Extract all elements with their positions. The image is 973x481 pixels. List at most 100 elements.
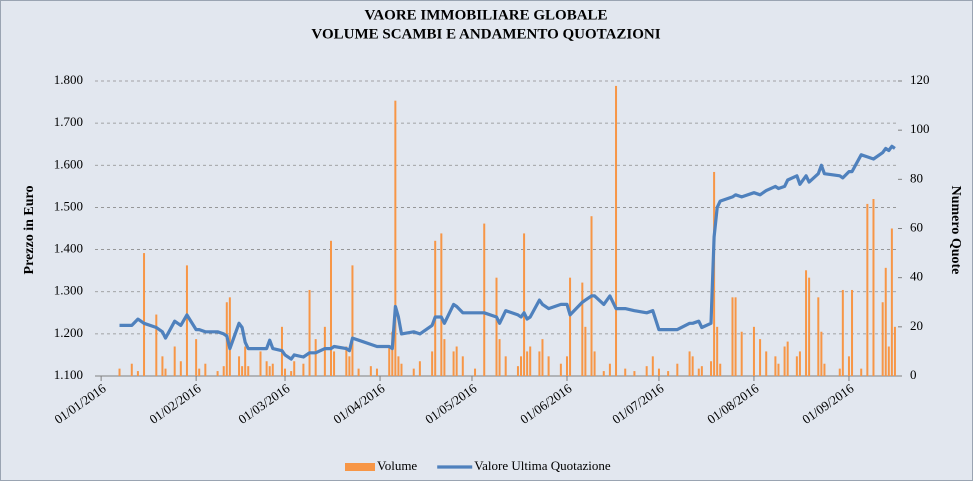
volume-bar bbox=[308, 289, 311, 376]
volume-bar bbox=[271, 363, 274, 376]
volume-bar bbox=[357, 368, 360, 376]
volume-bar bbox=[716, 326, 719, 376]
volume-bar bbox=[345, 346, 348, 376]
volume-bar bbox=[624, 368, 627, 376]
volume-bar bbox=[265, 361, 268, 376]
volume-bar bbox=[164, 368, 167, 376]
volume-bar bbox=[547, 356, 550, 376]
volume-bar bbox=[651, 356, 654, 376]
volume-bar bbox=[130, 363, 133, 376]
volume-bar bbox=[329, 240, 332, 376]
volume-bar bbox=[290, 371, 293, 376]
volume-bar bbox=[838, 368, 841, 376]
volume-bar bbox=[323, 326, 326, 376]
y2-tick-label: 0 bbox=[910, 367, 917, 382]
volume-bar bbox=[602, 371, 605, 376]
volume-bar bbox=[798, 351, 801, 376]
y-tick-label: 1.800 bbox=[54, 72, 83, 87]
volume-bar bbox=[520, 356, 523, 376]
volume-bar bbox=[452, 351, 455, 376]
volume-bar bbox=[443, 339, 446, 376]
volume-bar bbox=[657, 368, 660, 376]
volume-bar bbox=[222, 366, 225, 376]
y-tick-label: 1.500 bbox=[54, 198, 83, 213]
volume-bar bbox=[608, 363, 611, 376]
legend-label: Volume bbox=[377, 458, 417, 473]
volume-bar bbox=[559, 363, 562, 376]
volume-bar bbox=[808, 277, 811, 376]
volume-bar bbox=[676, 363, 679, 376]
volume-bar bbox=[173, 346, 176, 376]
volume-bar bbox=[731, 297, 734, 376]
volume-bar bbox=[884, 267, 887, 376]
volume-bar bbox=[375, 368, 378, 376]
chart-title: VAORE IMMOBILIARE GLOBALE bbox=[364, 7, 607, 23]
volume-bar bbox=[872, 199, 875, 376]
volume-bar bbox=[584, 326, 587, 376]
volume-bar bbox=[700, 366, 703, 376]
volume-bar bbox=[516, 366, 519, 376]
volume-bar bbox=[394, 100, 397, 377]
volume-bar bbox=[504, 356, 507, 376]
volume-bar bbox=[752, 326, 755, 376]
y2-tick-label: 120 bbox=[910, 72, 930, 87]
volume-bar bbox=[581, 282, 584, 376]
volume-bar bbox=[143, 253, 146, 376]
volume-bar bbox=[615, 85, 618, 377]
volume-bar bbox=[688, 351, 691, 376]
volume-bar bbox=[759, 339, 762, 376]
volume-bar bbox=[893, 326, 896, 376]
y-tick-label: 1.200 bbox=[54, 325, 83, 340]
volume-bar bbox=[765, 351, 768, 376]
volume-bar bbox=[155, 314, 158, 376]
volume-bar bbox=[523, 233, 526, 376]
volume-bar bbox=[216, 371, 219, 376]
volume-bar bbox=[498, 339, 501, 376]
volume-bar bbox=[645, 366, 648, 376]
y-tick-label: 1.400 bbox=[54, 241, 83, 256]
volume-bar bbox=[890, 228, 893, 376]
volume-bar bbox=[388, 346, 391, 376]
volume-bar bbox=[805, 270, 808, 376]
volume-bar bbox=[238, 356, 241, 376]
volume-bar bbox=[841, 289, 844, 376]
volume-bar bbox=[241, 366, 244, 376]
y-tick-label: 1.100 bbox=[54, 367, 83, 382]
volume-bar bbox=[633, 371, 636, 376]
volume-bar bbox=[431, 351, 434, 376]
volume-bar bbox=[369, 366, 372, 376]
volume-bar bbox=[455, 346, 458, 376]
volume-bar bbox=[198, 368, 201, 376]
volume-bar bbox=[795, 356, 798, 376]
volume-bar bbox=[719, 363, 722, 376]
volume-bar bbox=[866, 203, 869, 376]
volume-bar bbox=[847, 356, 850, 376]
volume-bar bbox=[538, 351, 541, 376]
volume-bar bbox=[667, 371, 670, 376]
volume-bar bbox=[691, 356, 694, 376]
volume-bar bbox=[860, 368, 863, 376]
volume-bar bbox=[259, 351, 262, 376]
volume-bar bbox=[333, 351, 336, 376]
volume-bar bbox=[228, 297, 231, 376]
y2-axis-title: Numero Quote bbox=[948, 186, 963, 275]
price-line bbox=[119, 144, 896, 361]
y2-tick-label: 80 bbox=[910, 170, 923, 185]
volume-bar bbox=[434, 240, 437, 376]
volume-bar bbox=[740, 331, 743, 376]
volume-bar bbox=[786, 341, 789, 376]
volume-bar bbox=[195, 339, 198, 376]
volume-bar bbox=[293, 361, 296, 376]
volume-bar bbox=[440, 233, 443, 376]
volume-bar bbox=[529, 346, 532, 376]
volume-bar bbox=[284, 368, 287, 376]
volume-bar bbox=[593, 351, 596, 376]
volume-bar bbox=[179, 361, 182, 376]
legend-swatch bbox=[345, 463, 375, 471]
y-tick-label: 1.600 bbox=[54, 156, 83, 171]
volume-bar bbox=[136, 371, 139, 376]
y2-tick-label: 60 bbox=[910, 219, 923, 234]
volume-bar bbox=[820, 331, 823, 376]
